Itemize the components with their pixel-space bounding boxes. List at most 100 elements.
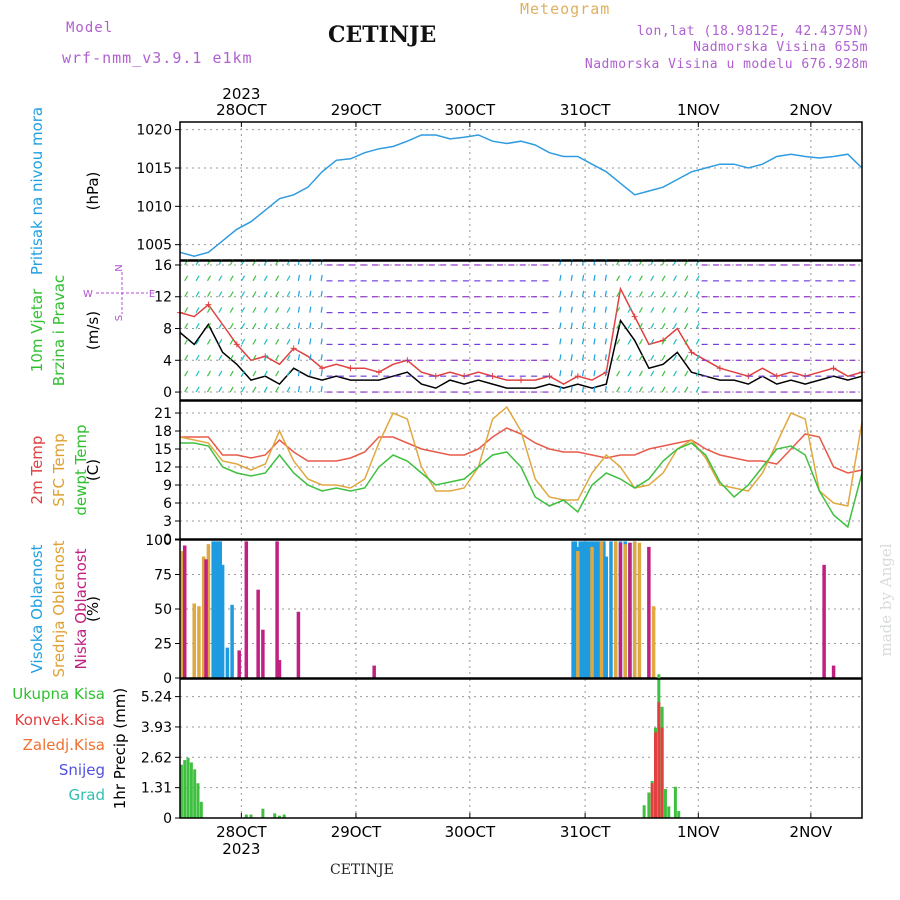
wind-arrow xyxy=(604,322,607,329)
wind-arrow xyxy=(263,291,268,298)
bottom-year-label: 2023 xyxy=(222,840,260,858)
wind-arrow xyxy=(672,323,678,329)
gust-marker xyxy=(830,365,837,372)
wind-arrow xyxy=(627,386,632,393)
wind-arrow xyxy=(559,386,562,393)
wind-arrow xyxy=(616,307,621,313)
wind-arrow xyxy=(309,386,312,393)
wind-arrow xyxy=(263,370,268,377)
wind-arrow xyxy=(229,323,234,329)
top-date-label: 30OCT xyxy=(445,101,496,119)
wind-arrow xyxy=(684,370,689,377)
wind-arrow xyxy=(695,370,700,377)
bar-total xyxy=(193,769,197,818)
wind-arrow xyxy=(581,274,585,281)
wind-arrow xyxy=(320,258,323,266)
bar-high xyxy=(216,541,220,678)
y-tick-label: 1015 xyxy=(136,161,172,177)
bar-middle xyxy=(637,542,642,678)
wind-arrow xyxy=(604,354,607,361)
wind-arrow xyxy=(695,307,700,313)
wind-arrow xyxy=(320,354,323,361)
wind-arrow xyxy=(638,323,643,329)
bar-total xyxy=(277,815,281,818)
bar-low xyxy=(244,541,249,678)
wind-arrow xyxy=(252,291,257,298)
wind-arrow xyxy=(650,307,655,313)
wind-arrow xyxy=(252,338,257,345)
bar-total xyxy=(663,789,667,818)
wind-arrow xyxy=(650,275,655,282)
wind-arrow xyxy=(275,275,280,282)
wind-arrow xyxy=(650,386,655,393)
wind-arrow xyxy=(309,306,312,313)
wind-arrow xyxy=(616,323,621,329)
y-tick-label: 5.24 xyxy=(141,690,172,706)
bar-low xyxy=(618,542,623,678)
y-tick-label: 25 xyxy=(154,637,172,653)
wind-arrow xyxy=(275,338,280,345)
series-line-temperature xyxy=(179,405,863,507)
bar-middle xyxy=(590,546,594,678)
wind-arrow xyxy=(616,370,621,377)
wind-arrow xyxy=(184,291,189,298)
y-tick-label: 0 xyxy=(163,811,172,827)
wind-arrow xyxy=(616,386,621,393)
bar-convective xyxy=(650,783,654,818)
wind-arrow xyxy=(695,338,700,345)
wind-arrow xyxy=(184,370,189,377)
y-tick-label: 0 xyxy=(163,532,172,548)
wind-arrow xyxy=(570,370,573,377)
wind-arrow xyxy=(650,338,655,345)
y-tick-label: 18 xyxy=(154,424,172,440)
wind-arrow xyxy=(559,306,562,313)
wind-arrow xyxy=(206,307,211,313)
wind-arrow xyxy=(570,354,573,361)
y-tick-label: 1020 xyxy=(136,123,172,139)
bar-middle xyxy=(192,603,196,678)
wind-arrow xyxy=(241,354,246,361)
wind-arrow xyxy=(229,338,234,345)
wind-arrow xyxy=(263,338,268,345)
bottom-date-label: 30OCT xyxy=(445,823,496,841)
coordinates-text: lon,lat (18.9812E, 42.4375N) xyxy=(636,24,870,39)
wind-arrow xyxy=(559,370,562,377)
bar-high xyxy=(230,604,234,678)
wind-arrow xyxy=(286,338,291,345)
wind-arrow xyxy=(627,323,632,329)
wind-arrow xyxy=(661,307,666,313)
wind-arrow xyxy=(195,323,200,329)
wind-arrow xyxy=(638,386,643,393)
bar-total xyxy=(179,764,183,818)
bar-total xyxy=(261,808,265,818)
y-tick-label: 15 xyxy=(154,442,172,458)
wind-arrow xyxy=(672,370,678,377)
wind-arrow xyxy=(593,354,596,361)
chart-title: CETINJE xyxy=(328,22,437,48)
wind-arrow xyxy=(241,275,246,282)
model-elevation-text: Nadmorska Visina u modelu 676.928m xyxy=(584,57,868,72)
wind-arrow xyxy=(581,322,585,329)
wind-arrow xyxy=(252,275,257,282)
wind-arrow xyxy=(593,258,596,266)
wind-arrow xyxy=(661,323,666,329)
footer-station: CETINJE xyxy=(330,862,394,878)
top-date-label: 28OCT xyxy=(216,101,267,119)
y-axis-label: 10m Vjetar xyxy=(28,288,46,372)
wind-arrow xyxy=(638,338,643,345)
wind-arrow xyxy=(263,275,268,282)
wind-arrow xyxy=(638,307,643,313)
bar-middle xyxy=(599,541,604,678)
wind-arrow xyxy=(195,291,200,298)
bar-middle xyxy=(180,551,185,678)
y-axis-label: Visoka Oblacnost xyxy=(28,544,46,673)
bar-middle xyxy=(651,606,656,678)
wind-arrow xyxy=(695,386,700,393)
bar-high xyxy=(571,541,575,678)
wind-arrow xyxy=(627,291,632,298)
bar-total xyxy=(199,801,203,818)
wind-arrow xyxy=(218,275,223,282)
bar-total xyxy=(249,814,253,818)
y-tick-label: 3.93 xyxy=(141,720,172,736)
wind-arrow xyxy=(661,370,666,377)
